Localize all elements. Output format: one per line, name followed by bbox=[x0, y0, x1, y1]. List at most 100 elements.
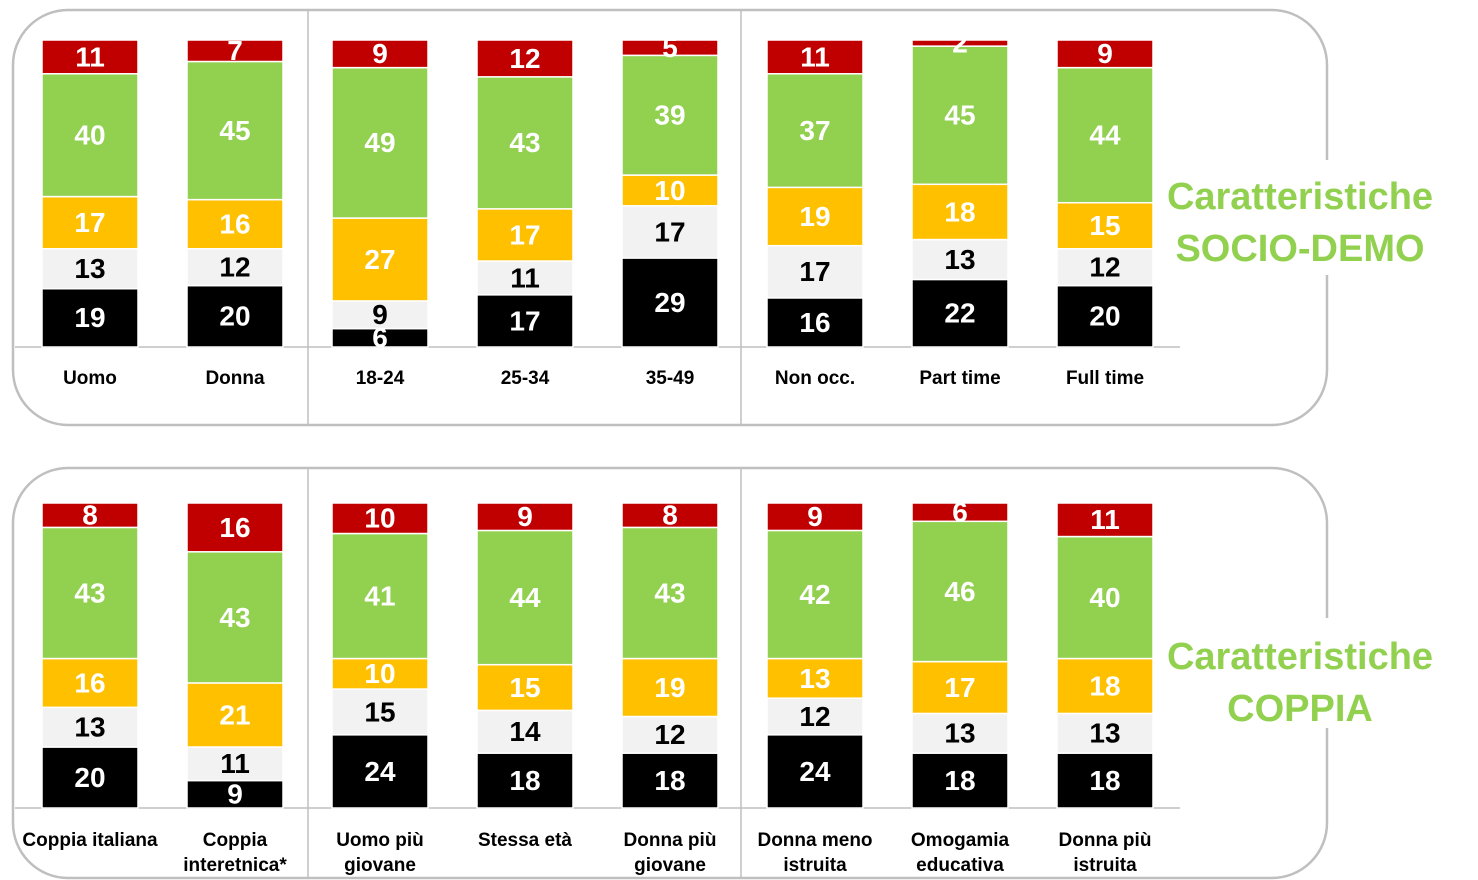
bar-segment bbox=[41, 526, 139, 660]
category-label: Non occ. bbox=[774, 368, 856, 389]
value-label: 12 bbox=[654, 719, 685, 750]
value-label: 18 bbox=[944, 765, 975, 796]
category-label: 18-24 bbox=[355, 368, 405, 389]
category-label: Coppia interetnica* bbox=[183, 830, 287, 876]
category-label: Donna bbox=[205, 368, 265, 389]
side-label: SOCIO-DEMO bbox=[1175, 228, 1425, 270]
bar-segment bbox=[331, 688, 429, 736]
category-label: Coppia italiana bbox=[22, 830, 158, 851]
value-label: 21 bbox=[219, 699, 250, 730]
bar-segment bbox=[1056, 248, 1154, 287]
value-label: 17 bbox=[509, 219, 540, 250]
value-label: 20 bbox=[219, 301, 250, 332]
value-label: 43 bbox=[654, 577, 685, 608]
value-label: 45 bbox=[944, 100, 975, 131]
bar-segment bbox=[186, 248, 284, 287]
value-label: 10 bbox=[364, 658, 395, 689]
value-label: 19 bbox=[74, 302, 105, 333]
bar-segment bbox=[911, 502, 1009, 523]
value-label: 12 bbox=[799, 701, 830, 732]
value-label: 16 bbox=[219, 512, 250, 543]
bar-segment bbox=[766, 502, 864, 532]
value-label: 11 bbox=[1090, 504, 1120, 535]
bar-segment bbox=[621, 257, 719, 348]
bar-segment bbox=[41, 39, 139, 75]
value-label: 12 bbox=[219, 252, 250, 283]
category-label: Part time bbox=[919, 368, 1001, 389]
bar-segment bbox=[766, 186, 864, 247]
bar-segment bbox=[186, 198, 284, 250]
value-label: 2 bbox=[952, 27, 968, 58]
value-label: 17 bbox=[74, 207, 105, 238]
value-label: 13 bbox=[944, 244, 975, 275]
bar-segment bbox=[41, 706, 139, 748]
bar-segment bbox=[331, 734, 429, 809]
panel-gap bbox=[1310, 160, 1340, 275]
bar-segment bbox=[621, 54, 719, 176]
bar-segment bbox=[41, 73, 139, 198]
bar-segment bbox=[331, 502, 429, 535]
value-label: 10 bbox=[364, 503, 395, 534]
value-label: 11 bbox=[220, 748, 250, 779]
bar-segment bbox=[911, 712, 1009, 754]
value-label: 18 bbox=[1089, 670, 1120, 701]
bar-segment bbox=[41, 502, 139, 529]
bar-segment bbox=[41, 746, 139, 809]
bar-segment bbox=[766, 244, 864, 299]
bar-segment bbox=[476, 502, 574, 532]
bar-segment bbox=[331, 300, 429, 330]
bar-segment bbox=[476, 752, 574, 809]
value-label: 37 bbox=[799, 115, 830, 146]
value-label: 43 bbox=[509, 127, 540, 158]
value-label: 9 bbox=[807, 501, 823, 532]
value-label: 24 bbox=[799, 756, 831, 787]
bar-segment bbox=[911, 45, 1009, 186]
bar-segment bbox=[911, 183, 1009, 241]
bar-segment bbox=[911, 520, 1009, 663]
bar-segment bbox=[331, 39, 429, 69]
bar-segment bbox=[476, 39, 574, 78]
category-label: Full time bbox=[1065, 368, 1145, 389]
value-label: 10 bbox=[654, 175, 685, 206]
bar-segment bbox=[1056, 535, 1154, 660]
bar-segment bbox=[186, 551, 284, 684]
value-label: 8 bbox=[662, 500, 678, 531]
bar-segment bbox=[186, 284, 284, 348]
value-label: 45 bbox=[219, 115, 250, 146]
value-label: 11 bbox=[75, 41, 105, 72]
value-label: 43 bbox=[219, 602, 250, 633]
value-label: 9 bbox=[227, 779, 243, 810]
side-label: Caratteristiche bbox=[1166, 176, 1434, 218]
value-label: 9 bbox=[372, 299, 388, 330]
value-label: 20 bbox=[1089, 301, 1120, 332]
bar-segment bbox=[476, 529, 574, 666]
bar-segment bbox=[911, 278, 1009, 348]
value-label: 9 bbox=[372, 38, 388, 69]
value-label: 29 bbox=[654, 287, 685, 318]
value-label: 19 bbox=[654, 672, 685, 703]
bar-segment bbox=[621, 657, 719, 718]
value-label: 13 bbox=[74, 253, 105, 284]
value-label: 9 bbox=[517, 501, 533, 532]
bar-segment bbox=[911, 238, 1009, 281]
value-label: 42 bbox=[799, 579, 830, 610]
value-label: 12 bbox=[509, 43, 540, 74]
bar-segment bbox=[331, 657, 429, 690]
bar-segment bbox=[476, 663, 574, 712]
value-label: 19 bbox=[799, 201, 830, 232]
value-label: 15 bbox=[509, 672, 540, 703]
bar-segment bbox=[186, 746, 284, 782]
panel-gap bbox=[1310, 618, 1340, 728]
category-label: 25-34 bbox=[500, 368, 550, 389]
bar-segment bbox=[476, 208, 574, 262]
bar-segment bbox=[766, 529, 864, 660]
value-label: 17 bbox=[799, 256, 830, 287]
bar-segment bbox=[1056, 752, 1154, 809]
value-label: 49 bbox=[364, 127, 395, 158]
bar-segment bbox=[331, 66, 429, 219]
category-label: Uomo bbox=[63, 368, 117, 389]
side-label: COPPIA bbox=[1227, 688, 1373, 730]
bar-segment bbox=[621, 39, 719, 57]
value-label: 44 bbox=[509, 582, 541, 613]
category-label: Uomo più giovane bbox=[336, 830, 424, 876]
